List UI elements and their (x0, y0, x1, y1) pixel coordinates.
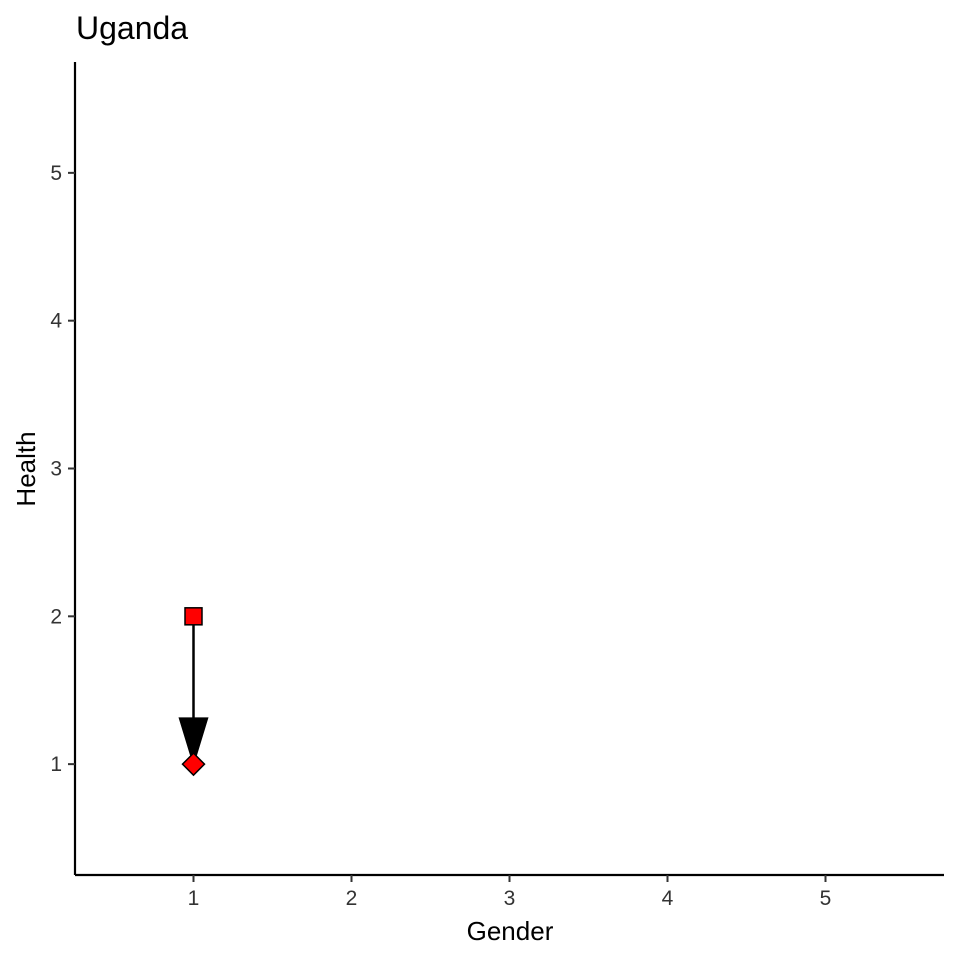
marks (178, 607, 209, 777)
x-axis-title: Gender (467, 916, 554, 946)
x-tick-label: 2 (346, 887, 358, 910)
y-axis-title: Health (11, 431, 41, 506)
y-tick-label: 5 (50, 162, 62, 185)
y-tick-label: 1 (50, 753, 62, 776)
y-tick-label: 2 (50, 605, 62, 628)
x-tick-label: 3 (504, 887, 516, 910)
y-tick-label: 4 (50, 310, 62, 333)
point-square (184, 607, 203, 626)
x-tick-label: 1 (188, 887, 200, 910)
x-tick-label: 5 (820, 887, 832, 910)
point-diamond (181, 752, 206, 777)
axes: 1 2 3 4 5 1 2 3 4 5 (50, 62, 944, 910)
x-tick-label: 4 (662, 887, 674, 910)
y-tick-label: 3 (50, 458, 62, 481)
chart-title: Uganda (76, 10, 188, 46)
arrow-head (178, 717, 209, 767)
